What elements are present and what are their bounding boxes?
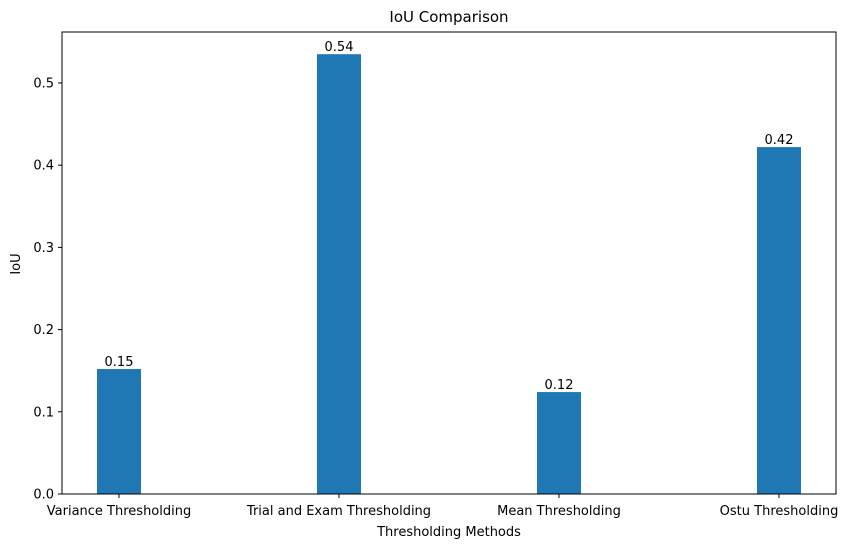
x-tick-label-2: Mean Thresholding [497,504,621,519]
y-axis-label: IoU [9,253,24,274]
x-tick-label-0: Variance Thresholding [47,504,191,519]
x-tick-label-3: Ostu Thresholding [720,504,839,519]
y-tick-label-3: 0.3 [33,241,54,256]
y-tick-label-5: 0.5 [33,76,54,91]
x-tick-label-1: Trial and Exam Thresholding [246,504,431,519]
axes-frame [61,31,837,495]
data-label-2: 0.12 [545,378,574,393]
y-tick-label-4: 0.4 [33,159,54,174]
y-tick-label-1: 0.1 [33,405,54,420]
y-tick-label-2: 0.2 [33,323,54,338]
data-label-1: 0.54 [325,40,354,55]
data-label-0: 0.15 [105,355,134,370]
bar-3 [757,147,801,494]
x-axis-label: Thresholding Methods [376,525,521,540]
bar-1 [317,54,361,494]
y-tick-label-0: 0.0 [33,488,54,503]
data-label-3: 0.42 [765,133,794,148]
chart-title: IoU Comparison [389,8,508,26]
plot-area: 0.15 Variance Thresholding 0.54 Trial and E… [33,31,839,519]
bar-0 [97,369,141,494]
bar-2 [537,392,581,494]
